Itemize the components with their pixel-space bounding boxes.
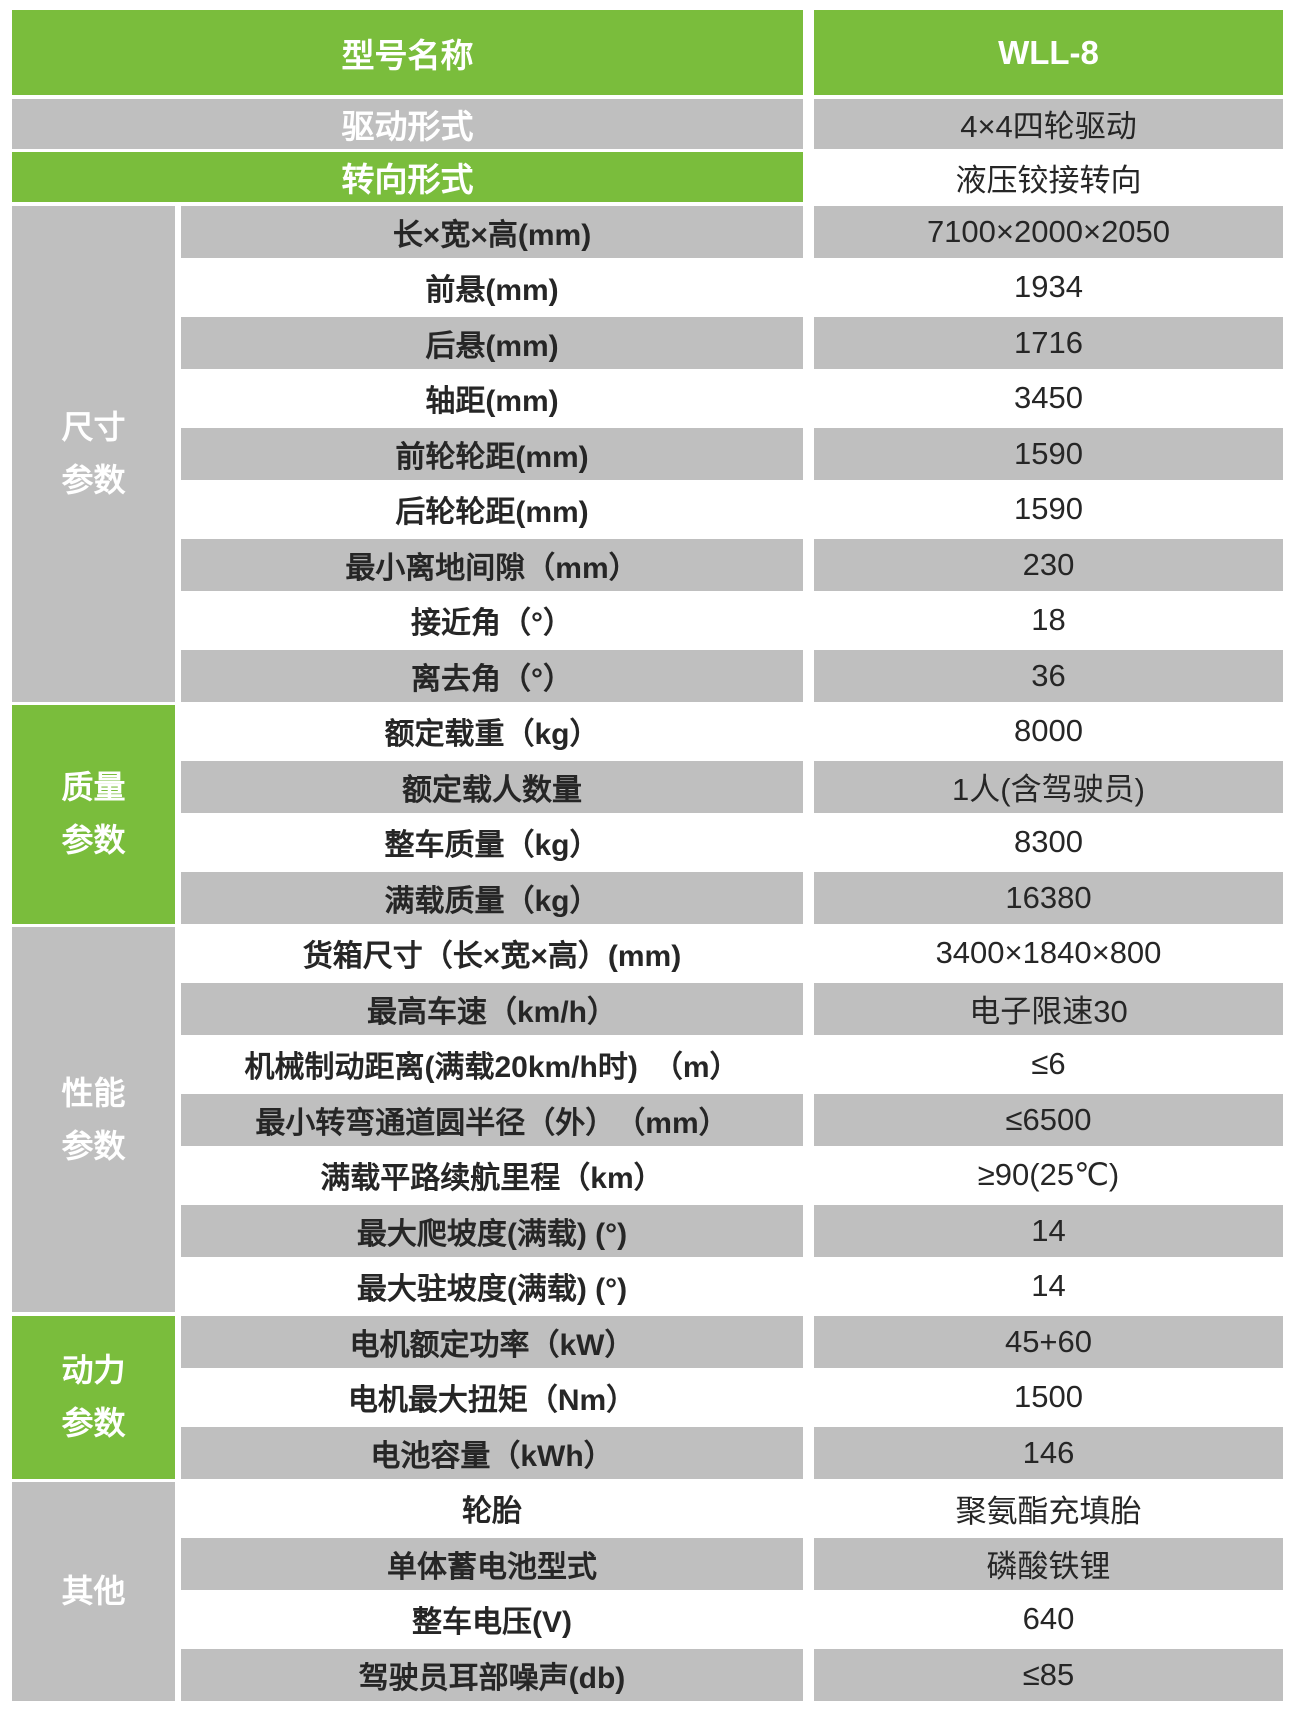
section-label: 性能参数 — [12, 927, 175, 1312]
model-name-header-cell: 型号名称 — [12, 10, 803, 95]
param-value: 18 — [1031, 602, 1066, 637]
section-label-text: 动力参数 — [61, 1352, 126, 1441]
param-label: 满载质量（kg） — [181, 871, 803, 924]
section-label: 质量参数 — [12, 705, 175, 924]
param-value: 14 — [1031, 1268, 1066, 1303]
param-label: 前悬(mm) — [425, 274, 559, 307]
param-value: 1934 — [1014, 269, 1083, 304]
spec-table: 型号名称 WLL-8 驱动形式 4×4四轮驱动 转向形式 液压铰接转向 尺寸参数… — [12, 10, 1283, 1701]
drive-type-value-cell: 4×4四轮驱动 — [814, 98, 1283, 149]
param-label: 最大驻坡度(满载) (°) — [356, 1273, 628, 1306]
section-label-text: 质量参数 — [61, 769, 126, 859]
param-label: 整车电压(V) — [412, 1606, 572, 1639]
param-label: 最高车速（km/h） — [181, 982, 803, 1035]
param-value: 3400×1840×800 — [935, 935, 1162, 970]
param-value: 3450 — [1014, 380, 1083, 415]
param-value: 1500 — [1014, 1379, 1083, 1414]
param-label: 前轮轮距(mm) — [181, 427, 803, 480]
param-label: 轴距(mm) — [425, 385, 559, 418]
param-label: 整车质量（kg） — [384, 829, 600, 862]
param-label: 电机额定功率（kW） — [181, 1315, 803, 1368]
param-label: 接近角（°） — [411, 607, 573, 640]
param-value: 7100×2000×2050 — [814, 205, 1283, 258]
param-label: 机械制动距离(满载20km/h时) （m） — [244, 1051, 740, 1084]
param-label: 最小转弯通道圆半径（外） （mm） — [181, 1093, 803, 1146]
steering-type-value-cell: 液压铰接转向 — [955, 162, 1142, 198]
section-label: 其他 — [12, 1482, 175, 1701]
param-value: 8300 — [1014, 824, 1083, 859]
param-value: ≤6500 — [814, 1093, 1283, 1146]
section-label-text: 其他 — [61, 1572, 126, 1609]
param-value: 14 — [814, 1204, 1283, 1257]
param-label: 电机最大扭矩（Nm） — [347, 1384, 637, 1417]
param-value: 磷酸铁锂 — [814, 1537, 1283, 1590]
param-label: 电池容量（kWh） — [181, 1426, 803, 1479]
param-value: 1人(含驾驶员) — [814, 760, 1283, 813]
drive-type-header-cell: 驱动形式 — [12, 98, 803, 149]
param-value: 1716 — [814, 316, 1283, 369]
section-label: 尺寸参数 — [12, 205, 175, 702]
param-label: 额定载人数量 — [181, 760, 803, 813]
param-value: 1590 — [1014, 491, 1083, 526]
param-label: 驾驶员耳部噪声(db) — [181, 1648, 803, 1701]
model-name-value-cell: WLL-8 — [814, 10, 1283, 95]
param-label: 货箱尺寸（长×宽×高）(mm) — [302, 940, 682, 973]
param-value: 1590 — [814, 427, 1283, 480]
param-label: 离去角（°） — [181, 649, 803, 702]
param-label: 后轮轮距(mm) — [395, 496, 589, 529]
param-label: 满载平路续航里程（km） — [320, 1162, 664, 1195]
param-value: ≥90(25℃) — [977, 1157, 1120, 1192]
param-value: 640 — [1022, 1601, 1075, 1636]
param-value: ≤6 — [1031, 1046, 1066, 1081]
param-value: 8000 — [1014, 713, 1083, 748]
section-label: 动力参数 — [12, 1315, 175, 1479]
param-value: ≤85 — [814, 1648, 1283, 1701]
param-value: 聚氨酯充填胎 — [955, 1493, 1142, 1529]
param-label: 后悬(mm) — [181, 316, 803, 369]
param-label: 最大爬坡度(满载) (°) — [181, 1204, 803, 1257]
param-label: 单体蓄电池型式 — [181, 1537, 803, 1590]
section-label-text: 尺寸参数 — [61, 408, 126, 498]
param-label: 最小离地间隙（mm） — [181, 538, 803, 591]
param-value: 45+60 — [814, 1315, 1283, 1368]
steering-type-header-cell: 转向形式 — [12, 152, 803, 202]
param-value: 电子限速30 — [814, 982, 1283, 1035]
param-value: 16380 — [814, 871, 1283, 924]
param-label: 轮胎 — [462, 1495, 522, 1528]
param-label: 长×宽×高(mm) — [181, 205, 803, 258]
section-label-text: 性能参数 — [61, 1074, 126, 1164]
param-value: 230 — [814, 538, 1283, 591]
param-label: 额定载重（kg） — [384, 718, 600, 751]
param-value: 146 — [814, 1426, 1283, 1479]
param-value: 36 — [814, 649, 1283, 702]
